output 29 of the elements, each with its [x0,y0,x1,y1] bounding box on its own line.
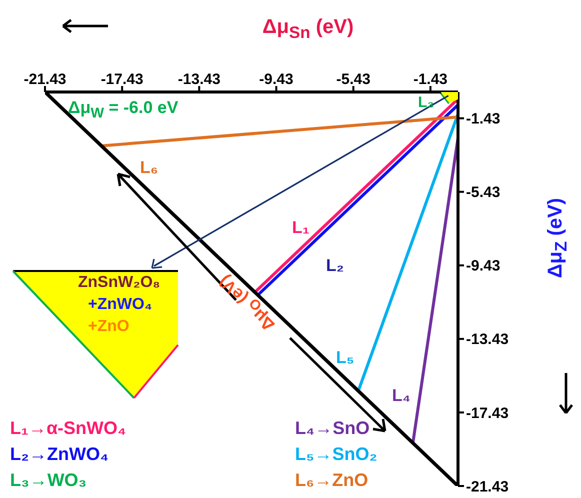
text: L₆→ZnO [295,470,368,490]
annotation: L₅ [336,348,354,367]
y-tick-label: -1.43 [466,110,500,128]
text: L₂→ZnWO₄ [10,444,109,464]
annotation: Δμ$_{W}$ = -6.0 eV [68,98,178,122]
annotation: L₃ [418,94,434,111]
annotation: L₆ [140,158,158,177]
annotation: L₂ [326,256,344,275]
text: L₅→SnO₂ [295,444,378,464]
annotation: ZnSnW₂O₈ [78,274,160,291]
text: L₁→α-SnWO₄ [10,418,126,438]
y-tick-label: -5.43 [466,184,500,202]
annotation: +ZnWO₄ [88,296,152,313]
annotation: L₄ [392,386,410,405]
y-tick-label: -17.43 [466,404,509,422]
y-tick-label: -9.43 [466,258,500,275]
y-tick-label: -21.43 [466,478,509,496]
x-tick-label: -5.43 [336,71,370,88]
x-tick-label: -9.43 [259,71,294,88]
y-tick-label: -13.43 [466,331,509,348]
x-tick-label: -13.43 [178,71,220,88]
annotation: L₁ [292,218,310,237]
x-tick-label: -1.43 [413,71,448,88]
x-axis-title: Δμ$_{Sn}$ (eV) [262,16,354,42]
x-tick-label: -21.43 [24,71,66,88]
text: L₄→SnO [295,418,370,438]
text: L₃→WO₃ [10,470,87,490]
annotation: +ZnO [88,318,130,335]
x-tick-label: -17.43 [100,71,144,88]
